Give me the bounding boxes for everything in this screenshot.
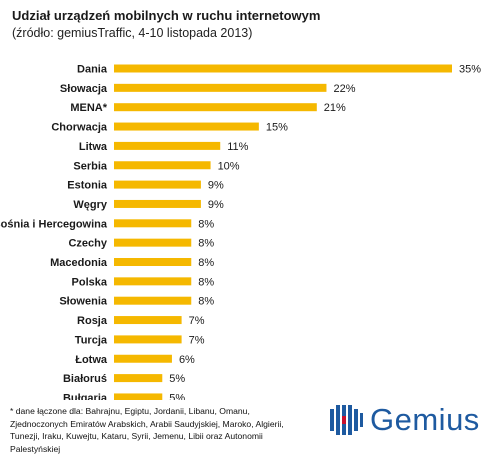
chart-subtitle: (źródło: gemiusTraffic, 4-10 listopada 2… [12, 26, 253, 40]
category-label: Słowacja [60, 83, 108, 95]
value-label: 8% [198, 257, 214, 269]
category-label: Łotwa [75, 354, 108, 366]
bar [114, 199, 201, 208]
value-label: 35% [459, 64, 481, 76]
category-label: Serbia [73, 160, 108, 172]
bar [114, 64, 452, 73]
category-label: Litwa [79, 141, 108, 153]
value-label: 7% [189, 334, 205, 346]
value-label: 7% [189, 315, 205, 327]
gemius-logo-mark-icon [330, 405, 363, 435]
bar [114, 277, 192, 286]
gemius-logo-text: Gemius [370, 402, 480, 437]
category-label: Słowenia [59, 296, 108, 308]
value-label: 6% [179, 354, 195, 366]
value-label: 10% [218, 160, 240, 172]
value-label: 11% [227, 141, 248, 153]
gemius-logo: Gemius [330, 402, 480, 438]
category-label: Estonia [67, 180, 108, 192]
value-label: 8% [198, 238, 214, 250]
value-label: 22% [333, 83, 355, 95]
bar [114, 161, 211, 170]
bar [114, 122, 259, 131]
footnote: * dane łączone dla: Bahrajnu, Egiptu, Jo… [10, 406, 284, 454]
value-label: 9% [208, 199, 224, 211]
bar [114, 238, 192, 247]
category-label: Węgry [73, 199, 108, 211]
bar [114, 219, 192, 228]
bar [114, 374, 163, 383]
category-label: Macedonia [50, 257, 108, 269]
category-label: Polska [72, 276, 108, 288]
category-label: MENA* [70, 102, 107, 114]
value-label: 5% [169, 373, 185, 385]
value-label: 8% [198, 276, 214, 288]
bar [114, 335, 182, 344]
category-label: Czechy [68, 238, 107, 250]
bar [114, 83, 327, 92]
bar [114, 393, 163, 400]
value-label: 9% [208, 180, 224, 192]
bar [114, 354, 172, 363]
chart-title: Udział urządzeń mobilnych w ruchu intern… [12, 8, 321, 23]
bar [114, 296, 192, 305]
category-label: Turcja [75, 334, 108, 346]
category-label: Białoruś [63, 373, 107, 385]
bar [114, 316, 182, 325]
bar [114, 180, 201, 189]
category-label: Dania [77, 64, 108, 76]
category-label: Bułgaria [63, 392, 108, 400]
value-label: 15% [266, 122, 288, 134]
category-label: Bośnia i Hercegowina [0, 218, 108, 230]
bar-chart: Dania 35% Słowacja 22% MENA* 21% Chorwacja 15% L… [0, 64, 481, 400]
value-label: 5% [169, 392, 185, 400]
category-label: Rosja [77, 315, 108, 327]
bar [114, 103, 317, 112]
value-label: 8% [198, 296, 214, 308]
category-label: Chorwacja [51, 122, 108, 134]
value-label: 21% [324, 102, 346, 114]
bar [114, 141, 221, 150]
bar [114, 258, 192, 266]
value-label: 8% [198, 218, 214, 230]
